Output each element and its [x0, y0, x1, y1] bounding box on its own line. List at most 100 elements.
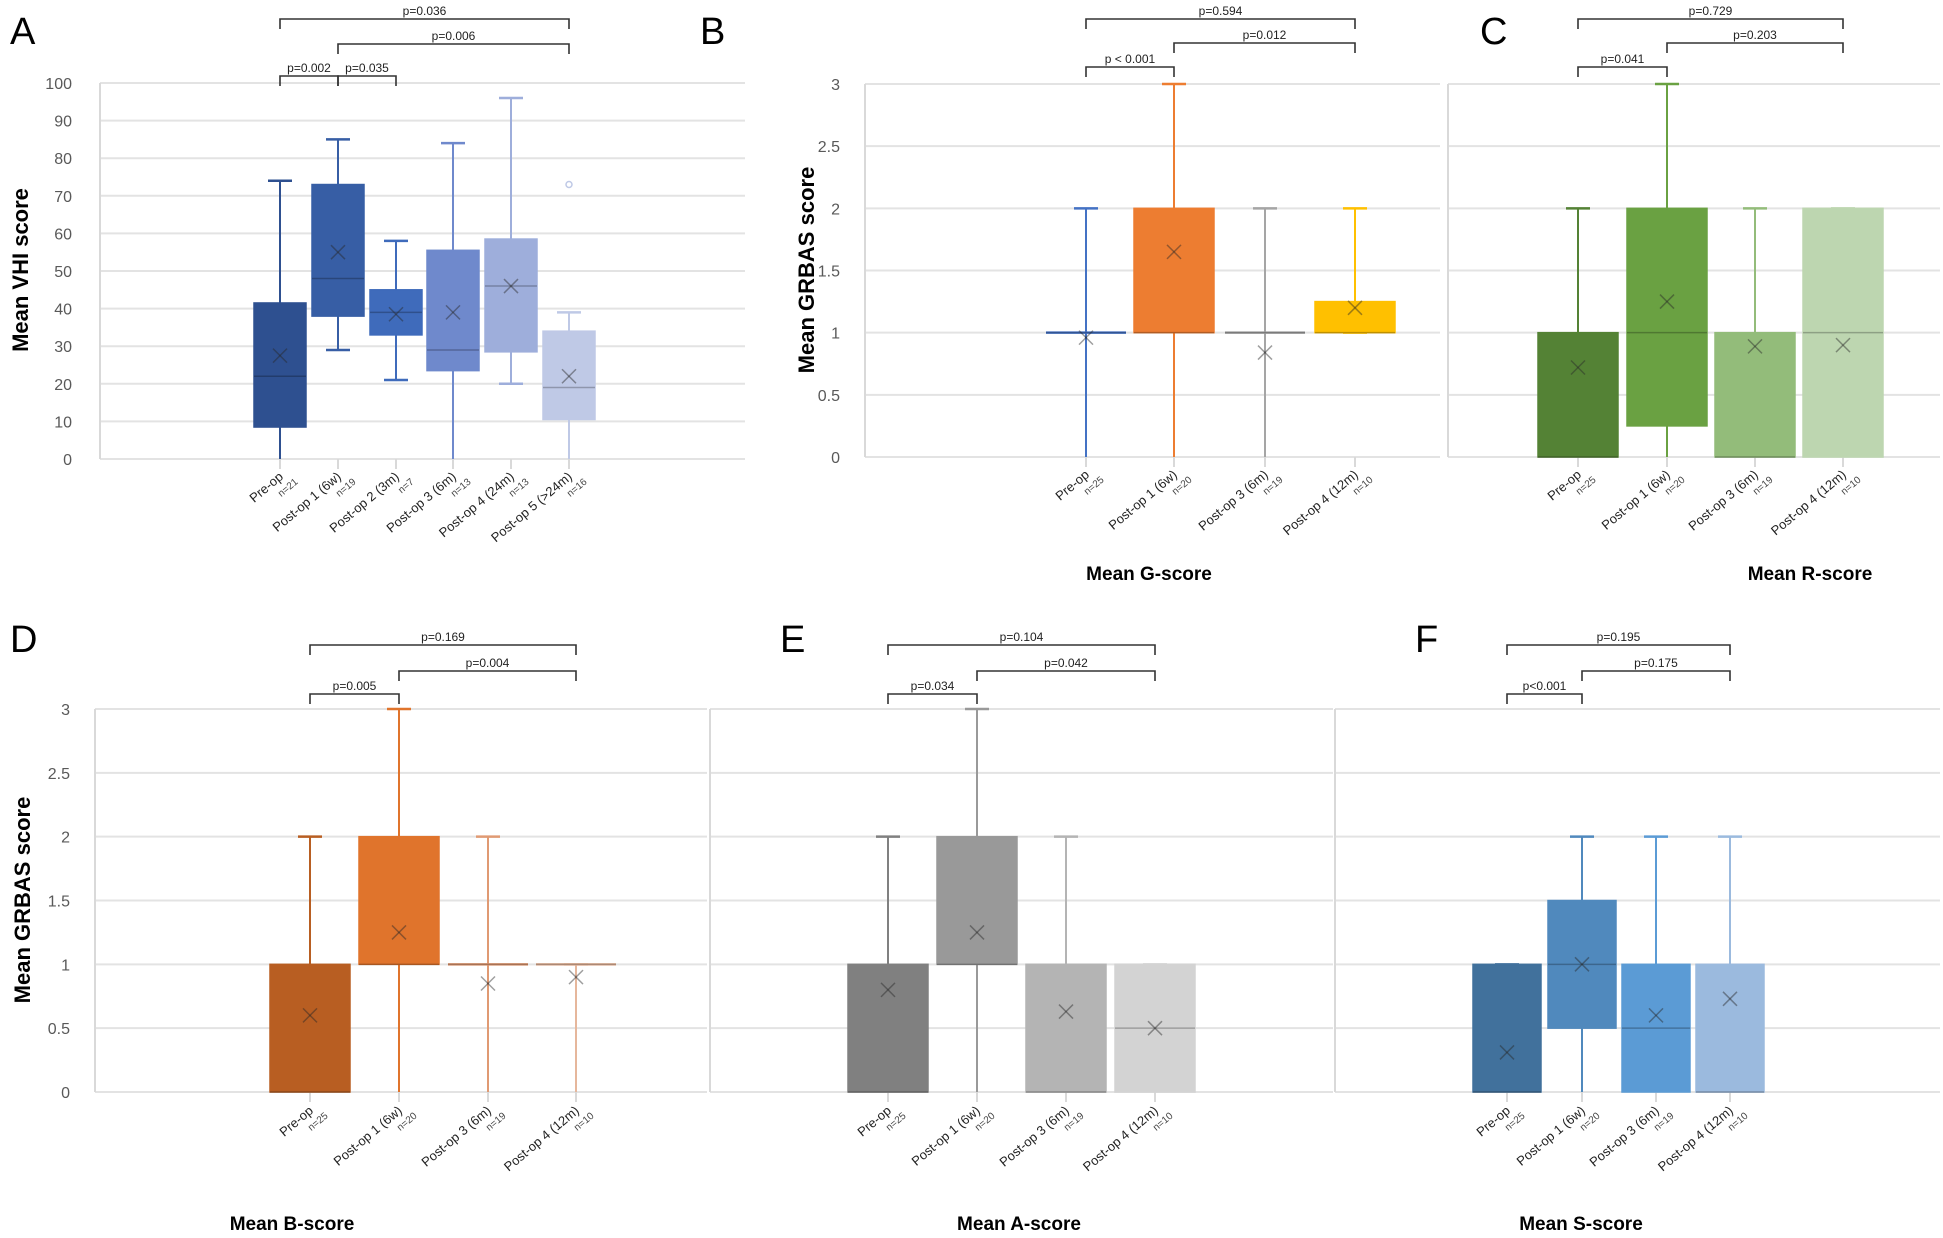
- category-label-group: Post-op 3 (6m)n=19: [418, 1103, 508, 1170]
- significance-bracket: [1581, 670, 1731, 681]
- panel-c: C Mean R-score Pre-opn=25 Post-op 1 (6w)n=2…: [1447, 4, 1940, 585]
- box-iqr: [1714, 331, 1796, 458]
- category-label-group: Post-op 1 (6w)n=20: [1106, 467, 1195, 533]
- p-value-label: p<0.001: [1523, 679, 1567, 693]
- mean-marker: [388, 306, 404, 322]
- mean-marker: [1058, 1004, 1074, 1020]
- panel-d: D 0 0.5 1 1.5 2 2.5 3 Mean GRBAS score Mean B-sco…: [10, 619, 711, 1235]
- category-label-group: Post-op 3 (6m)n=19: [1685, 467, 1775, 534]
- mean-marker: [445, 304, 461, 320]
- mean-marker: [1574, 956, 1590, 972]
- p-value-label: p=0.594: [1199, 4, 1243, 18]
- panel-letter: C: [1480, 11, 1507, 53]
- x-axis-title: Mean G-score: [1086, 564, 1212, 585]
- p-value-label: p=0.195: [1597, 630, 1641, 644]
- p-value-label: p=0.041: [1601, 52, 1645, 66]
- significance-bracket: [337, 43, 570, 54]
- mean-marker: [568, 969, 584, 985]
- y-tick-label: 2: [831, 201, 840, 218]
- y-tick-label: 1.5: [818, 264, 840, 281]
- category-label-group: Pre-opn=25: [854, 1103, 908, 1140]
- mean-marker: [1078, 330, 1094, 346]
- significance-bracket: [976, 670, 1156, 681]
- category-label: Post-op 3 (6m): [996, 1103, 1072, 1170]
- mean-marker: [1347, 300, 1363, 316]
- mean-marker: [1166, 244, 1182, 260]
- category-label-group: Pre-opn=25: [1473, 1103, 1527, 1140]
- box-iqr: [1314, 300, 1396, 334]
- panel-b: B 0 0.5 1 1.5 2 2.5 3 Mean GRBAS score Mean G-sco…: [700, 4, 1449, 585]
- mean-marker: [330, 244, 346, 260]
- box-iqr: [542, 330, 596, 421]
- p-value-label: p=0.729: [1689, 4, 1733, 18]
- significance-bracket: [279, 75, 339, 86]
- category-label-group: Pre-opn=25: [276, 1103, 330, 1140]
- box-0: Pre-opn=25: [1537, 207, 1619, 503]
- y-tick-label: 20: [54, 377, 72, 394]
- y-axis-label: Mean GRBAS score: [794, 167, 819, 374]
- p-value-label: p=0.035: [345, 61, 389, 75]
- significance-bracket: [1085, 66, 1175, 77]
- mean-marker: [1648, 1007, 1664, 1023]
- category-label-group: Post-op 4 (12m)n=10: [501, 1103, 597, 1174]
- category-label: Post-op 3 (6m): [1586, 1103, 1662, 1170]
- mean-marker: [1835, 337, 1851, 353]
- x-axis-title: Mean S-score: [1519, 1214, 1643, 1235]
- p-value-label: p=0.034: [911, 679, 955, 693]
- box-iqr: [253, 302, 307, 428]
- significance-bracket: [279, 18, 570, 29]
- mean-marker: [1499, 1044, 1515, 1060]
- mean-marker: [1257, 345, 1273, 361]
- mean-marker: [1747, 338, 1763, 354]
- panel-e: E Mean A-score Pre-opn=25 Post-op 1 (6w)n=2…: [709, 619, 1336, 1235]
- category-label: Post-op 3 (6m): [1195, 467, 1271, 534]
- mean-marker: [1078, 330, 1094, 346]
- mean-marker: [503, 278, 519, 294]
- y-tick-label: 0.5: [48, 1021, 70, 1038]
- p-value-label: p < 0.001: [1105, 52, 1156, 66]
- mean-marker: [568, 969, 584, 985]
- mean-marker: [1058, 1004, 1074, 1020]
- mean-marker: [1648, 1007, 1664, 1023]
- box-iqr: [936, 835, 1018, 966]
- box-iqr: [311, 183, 365, 317]
- box-iqr: [1133, 207, 1215, 334]
- box-1: Post-op 1 (6w)n=20: [1599, 82, 1708, 533]
- category-label-group: Post-op 4 (12m)n=10: [1768, 467, 1864, 538]
- y-tick-label: 1: [61, 957, 70, 974]
- mean-marker: [1166, 244, 1182, 260]
- box-iqr: [1695, 963, 1765, 1093]
- significance-bracket: [887, 693, 978, 704]
- mean-marker: [272, 348, 288, 364]
- box-1: Post-op 1 (6w)n=20: [1106, 82, 1215, 533]
- category-label-group: Pre-opn=25: [1052, 467, 1106, 504]
- box-iqr: [358, 835, 440, 966]
- category-label-group: Post-op 1 (6w)n=20: [1514, 1103, 1603, 1169]
- significance-bracket: [887, 644, 1156, 655]
- p-value-label: p=0.203: [1733, 28, 1777, 42]
- mean-marker: [880, 982, 896, 998]
- y-tick-label: 1.5: [48, 894, 70, 911]
- box-3: Post-op 4 (12m)n=10: [501, 963, 616, 1174]
- box-iqr: [484, 238, 538, 353]
- significance-bracket: [1506, 644, 1731, 655]
- y-tick-label: 10: [54, 414, 72, 431]
- box-0: Pre-opn=25: [269, 835, 351, 1140]
- mean-marker: [1659, 294, 1675, 310]
- mean-marker: [1574, 956, 1590, 972]
- y-tick-label: 1: [831, 326, 840, 343]
- category-label-group: Post-op 4 (12m)n=10: [1080, 1103, 1176, 1174]
- mean-marker: [391, 924, 407, 940]
- y-tick-label: 80: [54, 151, 72, 168]
- category-label-group: Post-op 4 (12m)n=10: [1655, 1103, 1751, 1174]
- y-tick-label: 0: [831, 450, 840, 467]
- category-label: Post-op 4 (12m): [1768, 467, 1849, 538]
- category-label-group: Post-op 1 (6w)n=20: [909, 1103, 998, 1169]
- box-iqr: [269, 963, 351, 1093]
- box-0: Pre-opn=25: [1046, 207, 1126, 504]
- p-value-label: p=0.036: [403, 4, 447, 18]
- significance-bracket: [398, 670, 577, 681]
- category-label: Post-op 1 (6w): [1514, 1103, 1588, 1169]
- category-label: Post-op 4 (12m): [1280, 467, 1361, 538]
